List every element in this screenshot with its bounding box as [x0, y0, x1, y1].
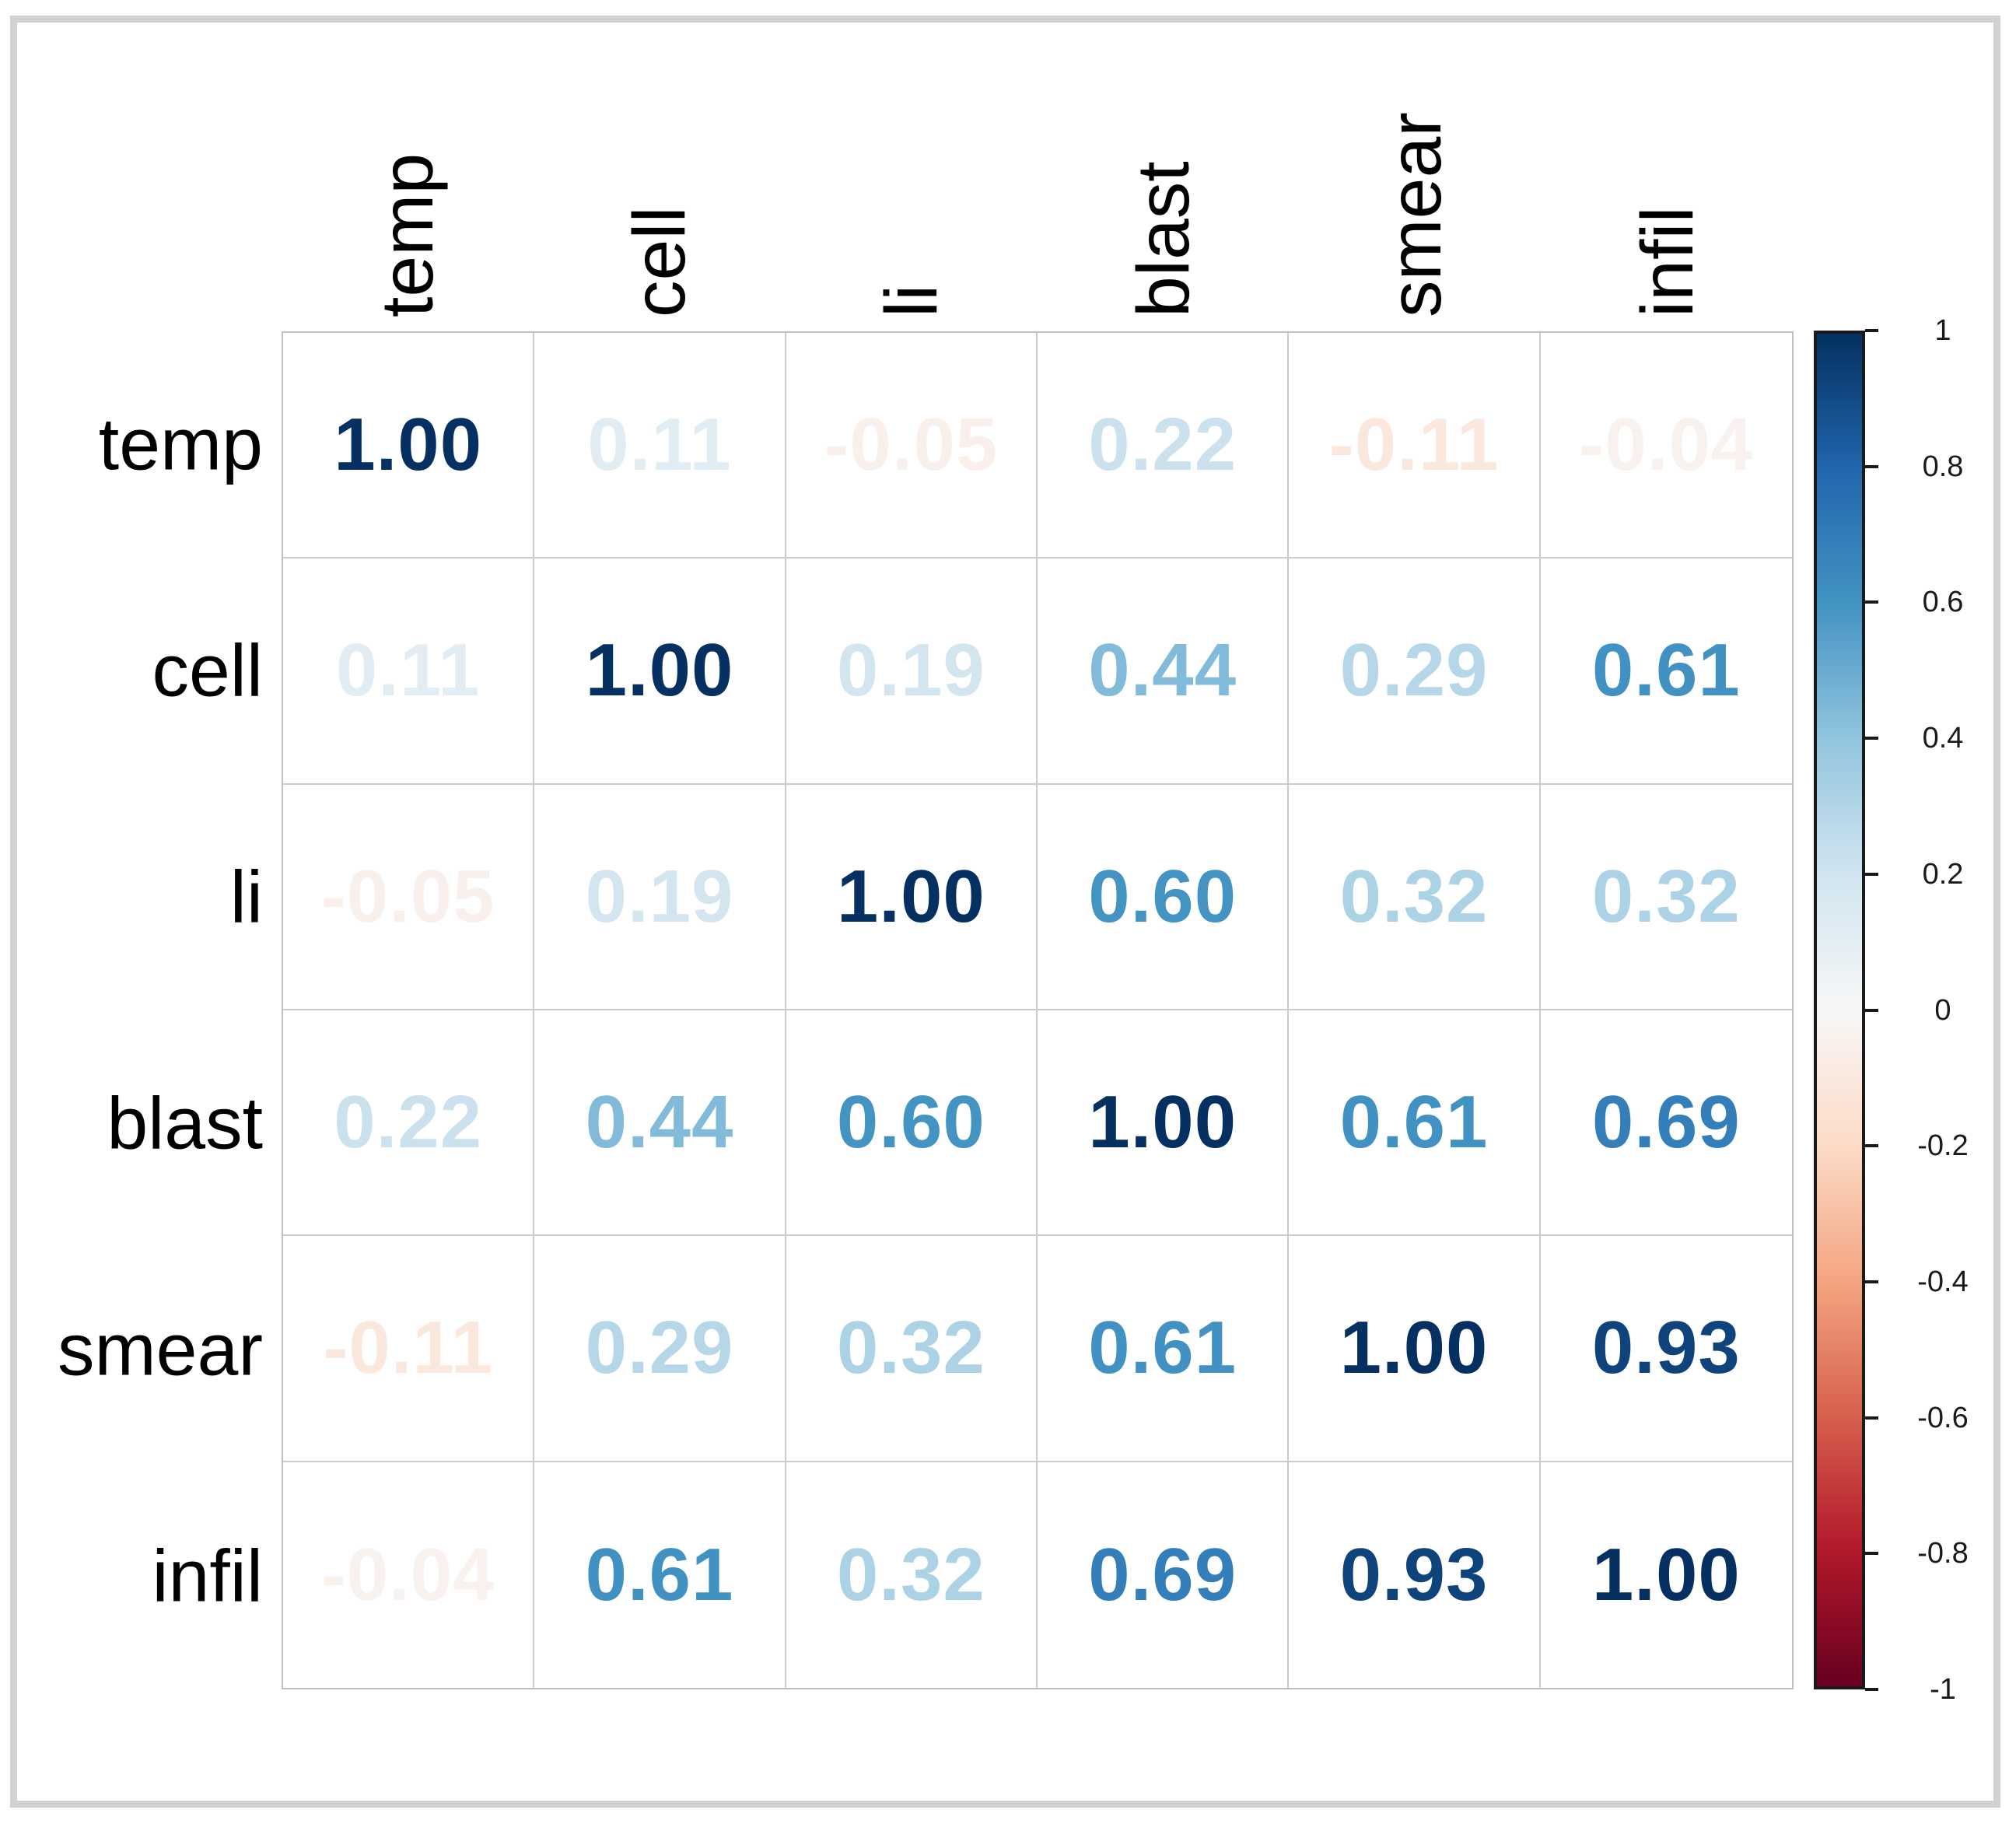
- row-label-cell: cell: [152, 629, 263, 712]
- matrix-cell-cell-cell: 1.00: [534, 558, 786, 785]
- matrix-cell-blast-temp: 0.22: [283, 1010, 535, 1237]
- colorbar-tick--0.4: [1865, 1280, 1878, 1283]
- matrix-cell-li-infil: 0.32: [1540, 784, 1792, 1010]
- row-label-li: li: [229, 856, 263, 938]
- matrix-cell-li-cell: 0.19: [534, 784, 786, 1010]
- correlation-grid: 1.00 0.11 -0.05 0.22 -0.11 -0.04 0.11 1.00 0.19 0…: [282, 331, 1794, 1689]
- colorbar-tick-label-0.4: 0.4: [1922, 722, 1964, 755]
- row-label-smear: smear: [58, 1308, 263, 1391]
- matrix-cell-blast-infil: 0.69: [1540, 1010, 1792, 1237]
- colorbar-tick--0.8: [1865, 1552, 1878, 1556]
- matrix-cell-li-smear: 0.32: [1289, 784, 1541, 1010]
- matrix-cell-temp-smear: -0.11: [1289, 333, 1541, 559]
- matrix-cell-temp-li: -0.05: [786, 333, 1038, 559]
- row-label-blast: blast: [107, 1082, 263, 1164]
- colorbar-tick-label-0.2: 0.2: [1922, 857, 1964, 891]
- matrix-cell-smear-li: 0.32: [786, 1236, 1038, 1462]
- col-header-cell: cell: [618, 206, 701, 317]
- colorbar-tick-0: [1865, 1008, 1878, 1012]
- col-header-smear: smear: [1374, 112, 1457, 317]
- matrix-cell-blast-cell: 0.44: [534, 1010, 786, 1237]
- matrix-cell-infil-blast: 0.69: [1038, 1462, 1290, 1688]
- matrix-cell-smear-smear: 1.00: [1289, 1236, 1541, 1462]
- colorbar-gradient: [1814, 331, 1865, 1689]
- col-header-li: li: [870, 284, 953, 317]
- matrix-cell-infil-temp: -0.04: [283, 1462, 535, 1688]
- matrix-cell-smear-blast: 0.61: [1038, 1236, 1290, 1462]
- colorbar-tick-0.4: [1865, 737, 1878, 740]
- colorbar-tick-label--0.6: -0.6: [1917, 1401, 1969, 1434]
- colorbar-tick-label--0.2: -0.2: [1917, 1129, 1969, 1163]
- row-label-temp: temp: [98, 403, 263, 485]
- colorbar-tick-label-0: 0: [1934, 993, 1951, 1027]
- matrix-cell-smear-infil: 0.93: [1540, 1236, 1792, 1462]
- matrix-cell-temp-cell: 0.11: [534, 333, 786, 559]
- col-header-infil: infil: [1626, 206, 1709, 317]
- colorbar-tick-1: [1865, 329, 1878, 332]
- matrix-cell-infil-cell: 0.61: [534, 1462, 786, 1688]
- matrix-cell-cell-infil: 0.61: [1540, 558, 1792, 785]
- matrix-cell-smear-temp: -0.11: [283, 1236, 535, 1462]
- colorbar-tick-label-1: 1: [1934, 314, 1951, 347]
- matrix-cell-temp-blast: 0.22: [1038, 333, 1290, 559]
- matrix-cell-li-blast: 0.60: [1038, 784, 1290, 1010]
- matrix-cell-blast-blast: 1.00: [1038, 1010, 1290, 1237]
- colorbar-tick--0.2: [1865, 1144, 1878, 1148]
- matrix-cell-cell-smear: 0.29: [1289, 558, 1541, 785]
- colorbar-tick-label-0.8: 0.8: [1922, 450, 1964, 483]
- matrix-cell-temp-temp: 1.00: [283, 333, 535, 559]
- colorbar-tick-label--0.4: -0.4: [1917, 1265, 1969, 1298]
- col-header-temp: temp: [366, 152, 449, 317]
- matrix-cell-li-li: 1.00: [786, 784, 1038, 1010]
- matrix-cell-temp-infil: -0.04: [1540, 333, 1792, 559]
- colorbar-tick--1: [1865, 1688, 1878, 1691]
- colorbar-tick-label--0.8: -0.8: [1917, 1537, 1969, 1570]
- colorbar-tick-label--1: -1: [1930, 1673, 1956, 1706]
- colorbar-tick-0.6: [1865, 600, 1878, 604]
- colorbar-tick--0.6: [1865, 1416, 1878, 1420]
- row-label-infil: infil: [152, 1535, 263, 1617]
- matrix-cell-infil-li: 0.32: [786, 1462, 1038, 1688]
- matrix-cell-cell-blast: 0.44: [1038, 558, 1290, 785]
- matrix-cell-cell-li: 0.19: [786, 558, 1038, 785]
- colorbar-tick-0.2: [1865, 872, 1878, 876]
- colorbar-tick-label-0.6: 0.6: [1922, 586, 1964, 619]
- matrix-cell-blast-smear: 0.61: [1289, 1010, 1541, 1237]
- matrix-cell-infil-infil: 1.00: [1540, 1462, 1792, 1688]
- matrix-cell-infil-smear: 0.93: [1289, 1462, 1541, 1688]
- matrix-cell-li-temp: -0.05: [283, 784, 535, 1010]
- col-header-blast: blast: [1122, 161, 1205, 317]
- matrix-cell-cell-temp: 0.11: [283, 558, 535, 785]
- matrix-cell-smear-cell: 0.29: [534, 1236, 786, 1462]
- colorbar-tick-0.8: [1865, 464, 1878, 468]
- matrix-cell-blast-li: 0.60: [786, 1010, 1038, 1237]
